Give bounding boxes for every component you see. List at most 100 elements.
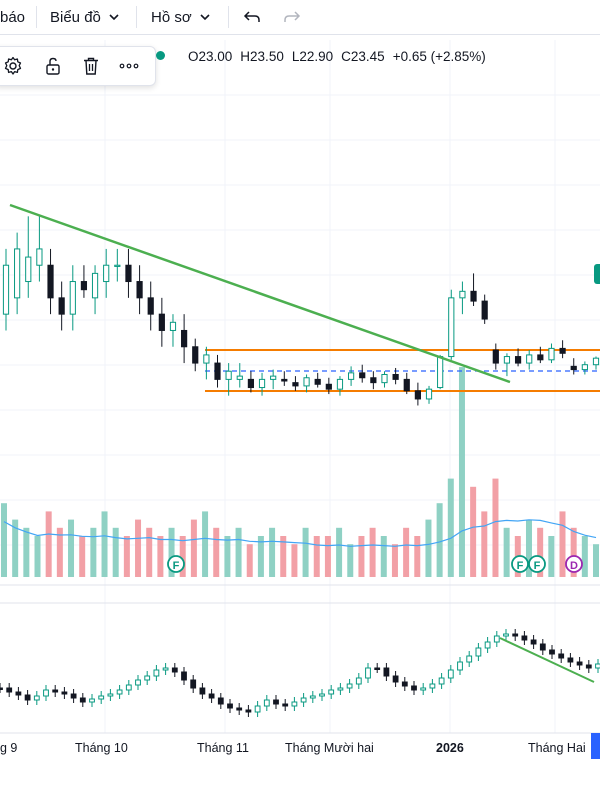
indicator-body <box>392 675 399 683</box>
marker-label: F <box>517 560 524 572</box>
event-marker-f1[interactable]: F <box>167 555 185 573</box>
redo-button[interactable] <box>280 6 304 28</box>
candle-body <box>492 349 499 364</box>
indicator-body <box>319 693 325 697</box>
volume-bar <box>235 527 242 577</box>
trash-icon <box>84 57 98 75</box>
toolbar-divider <box>36 6 37 28</box>
indicator-body <box>98 695 105 700</box>
indicator-body <box>355 677 362 685</box>
indicator-body <box>300 697 307 703</box>
candle-body <box>69 281 76 315</box>
volume-bar <box>358 536 365 577</box>
volume-bar <box>470 486 477 577</box>
indicator-body <box>420 687 427 691</box>
indicator-body <box>291 701 298 707</box>
candle-body <box>158 313 165 331</box>
settings-button[interactable] <box>1 54 25 78</box>
volume-bar <box>112 527 119 577</box>
indicator-body <box>512 633 519 637</box>
candle-body <box>514 356 522 364</box>
volume-bar <box>414 536 421 577</box>
indicator-body <box>401 681 408 687</box>
candle-body <box>347 372 355 380</box>
candle-body <box>292 382 299 387</box>
indicator-body <box>107 693 114 697</box>
volume-bar <box>179 536 186 577</box>
volume-bar <box>90 527 97 577</box>
grid-lines <box>0 40 600 733</box>
indicator-body <box>539 643 546 651</box>
candle-body <box>270 375 277 380</box>
candle-body <box>80 281 88 291</box>
volume-bar <box>324 536 331 577</box>
ohlc-low: L22.90 <box>291 49 334 64</box>
indicator-body <box>162 667 169 671</box>
volume-bar <box>447 478 454 577</box>
volume-bar <box>458 367 465 577</box>
chart-menu-label: Biểu đồ <box>50 8 101 26</box>
undo-button[interactable] <box>240 6 264 28</box>
indicator-body <box>236 707 243 711</box>
xaxis-label: 2026 <box>436 741 464 755</box>
indicator-body <box>43 689 49 697</box>
delete-button[interactable] <box>79 54 103 78</box>
indicator-body <box>374 667 381 670</box>
volume-ma-line <box>3 519 597 547</box>
candle-body <box>392 373 399 380</box>
indicator-body <box>6 687 13 693</box>
event-marker-f2[interactable]: F <box>511 555 529 573</box>
alert-menu[interactable]: báo <box>0 0 25 34</box>
candle-body <box>470 290 477 302</box>
market-status-dot <box>156 51 165 60</box>
volume-bar <box>347 544 354 577</box>
indicator-trendline[interactable] <box>499 637 595 683</box>
indicator-body <box>125 684 132 691</box>
indicator-body <box>24 694 31 701</box>
candle-body <box>247 378 255 389</box>
indicator-body <box>365 667 371 679</box>
profile-menu[interactable]: Hồ sơ <box>151 0 210 34</box>
indicator-body <box>282 703 289 707</box>
candle-body <box>425 388 433 400</box>
candle-body <box>281 378 288 382</box>
volume-bar <box>1 503 7 577</box>
candle-body <box>14 248 21 299</box>
volume-bar <box>168 527 175 577</box>
candle-body <box>570 365 577 371</box>
volume-bar <box>202 511 209 577</box>
event-marker-f3[interactable]: F <box>528 555 546 573</box>
indicator-body <box>309 695 316 699</box>
drawing-toolbar <box>0 46 156 86</box>
volume-bar <box>503 527 510 577</box>
candle-body <box>103 264 110 283</box>
trendline[interactable] <box>9 203 511 384</box>
indicator-body <box>484 641 491 649</box>
ohlc-change: +0.65 (+2.85%) <box>392 49 486 64</box>
volume-bar <box>436 503 443 577</box>
candle-body <box>225 370 232 380</box>
marker-label: F <box>173 560 180 572</box>
xaxis-label: Tháng 10 <box>75 741 128 755</box>
xaxis-label: Tháng Mười hai <box>285 741 374 755</box>
more-button[interactable] <box>117 54 141 78</box>
unlock-icon <box>46 57 60 75</box>
candle-body <box>314 378 321 385</box>
volume-bar <box>369 527 376 577</box>
chevron-down-icon <box>200 13 210 20</box>
volume-bar <box>380 536 387 577</box>
candle-body <box>214 362 221 380</box>
indicator-body <box>585 664 592 669</box>
indicator-body <box>199 687 206 695</box>
lock-button[interactable] <box>41 54 65 78</box>
event-marker-d[interactable]: D <box>565 555 583 573</box>
candle-body <box>370 377 377 384</box>
volume-bar <box>23 527 30 577</box>
volume-bar <box>246 544 253 577</box>
volume-bar <box>291 544 298 577</box>
indicator-body <box>328 689 335 695</box>
volume-bar <box>313 536 320 577</box>
chart-menu[interactable]: Biểu đồ <box>50 0 119 34</box>
indicator-body <box>15 691 22 696</box>
